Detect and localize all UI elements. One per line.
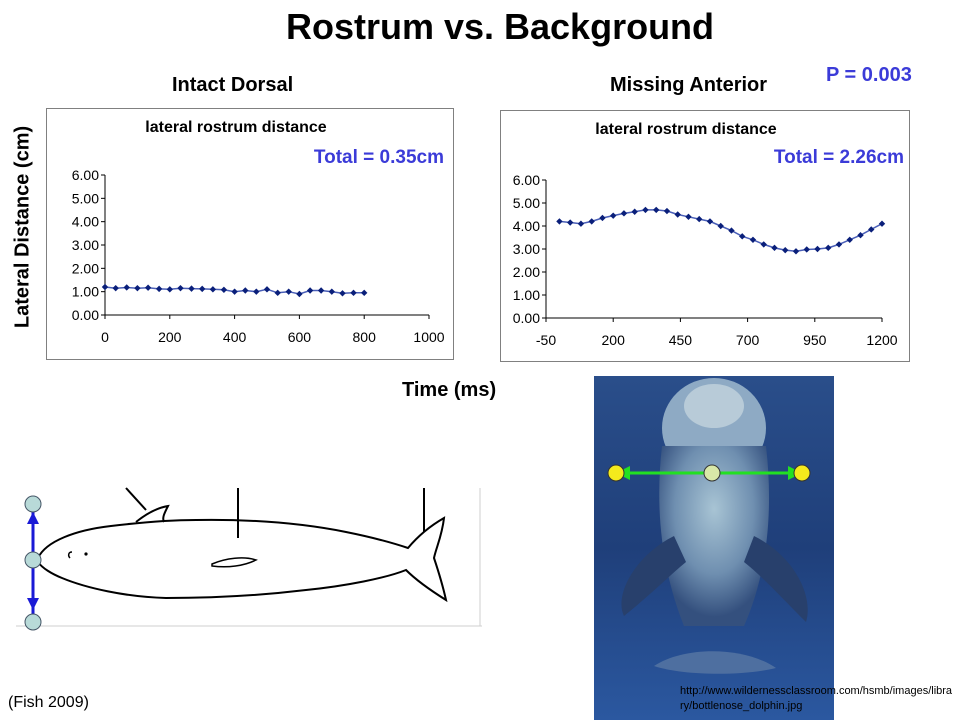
y-tick-label: 2.00 xyxy=(513,264,540,280)
data-point xyxy=(878,220,886,227)
x-axis-title: Time (ms) xyxy=(402,379,497,401)
left-chart-heading: Intact Dorsal xyxy=(172,74,294,96)
data-point xyxy=(166,286,173,293)
data-point xyxy=(220,286,228,293)
citation: (Fish 2009) xyxy=(8,694,89,711)
top-dot-icon xyxy=(24,495,42,513)
y-tick-label: 0.00 xyxy=(513,310,540,326)
x-tick-label: 950 xyxy=(803,332,827,348)
data-point xyxy=(253,288,260,295)
right-yellow-dot-icon xyxy=(793,464,811,482)
data-point xyxy=(857,232,864,239)
data-point xyxy=(144,284,152,291)
data-point xyxy=(317,287,325,294)
data-point xyxy=(792,248,800,255)
p-value-label: P = 0.003 xyxy=(826,64,912,86)
chart-border xyxy=(46,108,454,360)
right-chart-heading: Missing Anterior xyxy=(610,74,768,96)
y-tick-label: 4.00 xyxy=(513,218,540,234)
data-point xyxy=(134,284,141,292)
data-point xyxy=(296,290,303,298)
y-tick-label: 4.00 xyxy=(72,214,99,230)
y-tick-label: 6.00 xyxy=(72,167,99,183)
mid-dot-icon xyxy=(24,551,42,569)
data-point xyxy=(706,218,714,225)
slide-title: Rostrum vs. Background xyxy=(285,6,715,47)
data-point xyxy=(177,284,184,292)
y-tick-label: 3.00 xyxy=(72,237,99,253)
data-point xyxy=(825,244,832,252)
y-tick-label: 3.00 xyxy=(513,241,540,257)
y-tick-label: 6.00 xyxy=(513,172,540,188)
data-point xyxy=(599,214,606,222)
bottom-dot-icon xyxy=(24,613,42,631)
data-point xyxy=(209,286,217,293)
data-point xyxy=(361,289,368,297)
chart-border xyxy=(500,110,910,362)
data-point xyxy=(123,284,130,291)
center-dot-icon xyxy=(703,464,721,482)
y-axis-title-wrap: Lateral Distance (cm) xyxy=(8,92,38,362)
x-tick-label: 800 xyxy=(353,329,377,345)
lateral-range-arrow xyxy=(24,495,42,631)
data-point xyxy=(274,289,281,297)
x-tick-label: 1000 xyxy=(413,329,444,345)
x-tick-label: 0 xyxy=(101,329,109,345)
y-tick-label: 1.00 xyxy=(72,284,99,300)
data-point xyxy=(653,206,660,214)
data-point xyxy=(112,284,119,292)
data-point xyxy=(339,290,346,297)
data-point xyxy=(696,215,703,223)
data-point xyxy=(242,287,249,294)
y-tick-label: 5.00 xyxy=(72,190,99,206)
y-tick-label: 0.00 xyxy=(72,307,99,323)
data-point xyxy=(685,213,692,220)
data-point xyxy=(285,288,292,295)
data-point xyxy=(231,288,238,295)
data-point xyxy=(199,285,206,293)
y-tick-label: 1.00 xyxy=(513,287,540,303)
plot-area: 0.00 1.00 2.00 3.00 4.00 5.00 6.00 0 200 400 600 80… xyxy=(72,167,445,345)
data-point xyxy=(846,236,853,243)
intact-dorsal-chart: lateral rostrum distance Total = 0.35cm … xyxy=(46,108,454,360)
chart-title: lateral rostrum distance xyxy=(595,121,777,138)
y-tick-label: 2.00 xyxy=(72,260,99,276)
total-label: Total = 0.35cm xyxy=(314,147,444,168)
data-point xyxy=(328,288,335,295)
x-tick-label: 200 xyxy=(602,332,626,348)
x-tick-label: 450 xyxy=(669,332,693,348)
x-tick-label: 400 xyxy=(223,329,247,345)
left-yellow-dot-icon xyxy=(607,464,625,482)
x-tick-label: 1200 xyxy=(866,332,897,348)
photo-url: http://www.wildernessclassroom.com/hsmb/… xyxy=(680,685,953,712)
missing-anterior-chart: lateral rostrum distance Total = 2.26cm … xyxy=(500,110,910,362)
data-point xyxy=(631,208,638,215)
data-point xyxy=(350,289,357,297)
data-point xyxy=(263,286,271,293)
data-point xyxy=(101,283,109,291)
dolphin-photo-icon xyxy=(594,376,834,720)
x-tick-label: 200 xyxy=(158,329,182,345)
total-label: Total = 2.26cm xyxy=(774,147,904,168)
data-point xyxy=(739,233,746,240)
data-point xyxy=(577,220,585,227)
y-axis-title: Lateral Distance (cm) xyxy=(11,125,34,329)
x-tick-label: 700 xyxy=(736,332,760,348)
x-tick-label: 600 xyxy=(288,329,312,345)
data-point xyxy=(771,244,778,252)
dolphin-outline-icon xyxy=(16,487,482,627)
x-tick-label: -50 xyxy=(536,332,556,348)
chart-title: lateral rostrum distance xyxy=(145,119,327,136)
data-point xyxy=(760,241,767,248)
data-point xyxy=(306,287,314,294)
y-tick-label: 5.00 xyxy=(513,195,540,211)
